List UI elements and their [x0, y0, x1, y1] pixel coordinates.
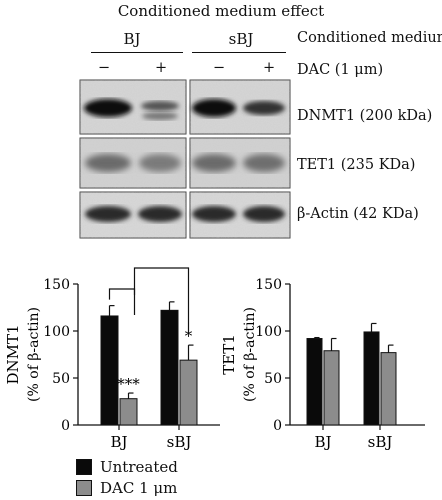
tet1-bar — [323, 350, 340, 426]
blot-label-actin: β-Actin (42 KDa) — [297, 206, 419, 222]
conditioned-medium-label: Conditioned medium — [297, 30, 442, 46]
tet1-bar — [380, 352, 397, 426]
dnmt1-ytick-label: 100 — [43, 324, 70, 340]
tet1-ytick-label: 150 — [255, 277, 282, 293]
tet1-xtick-label: sBJ — [368, 433, 393, 450]
chart-tet1: TET1 (% of β-actin) 0 50 100 150 BJ sBJ — [220, 277, 425, 450]
legend-untreated: Untreated — [76, 458, 178, 476]
tet1-bar — [306, 338, 323, 426]
dac-label: DAC (1 μm) — [297, 62, 384, 78]
dnmt1-significance: *** — [117, 375, 140, 393]
blot-actin-sbj — [189, 191, 291, 239]
dnmt1-xtick-label: BJ — [110, 433, 127, 450]
dnmt1-ytick-label: 0 — [61, 418, 70, 434]
legend-label-dac: DAC 1 μm — [100, 479, 178, 497]
legend-dac: DAC 1 μm — [76, 479, 177, 497]
dnmt1-ytick-label: 150 — [43, 277, 70, 293]
dnmt1-bar — [100, 315, 119, 426]
blot-dnmt1-bj — [79, 79, 187, 135]
tet1-xtick-label: BJ — [314, 433, 331, 450]
figure-title: Conditioned medium effect — [117, 2, 325, 20]
tet1-ytick-label: 50 — [264, 371, 282, 387]
group-label-bj: BJ — [123, 30, 141, 48]
legend-swatch-dac — [76, 480, 92, 496]
tet1-ytick-label: 100 — [255, 324, 282, 340]
group-label-sbj: sBJ — [228, 30, 254, 48]
dnmt1-bar — [119, 398, 138, 426]
dnmt1-bracket-between — [133, 267, 190, 333]
lane-sign-3: − — [213, 60, 226, 76]
dnmt1-bar — [160, 309, 179, 426]
lane-sign-2: + — [155, 60, 168, 76]
legend-label-untreated: Untreated — [100, 458, 178, 476]
blot-tet1-bj — [79, 137, 187, 189]
dnmt1-ylabel-sub: (% of β-actin) — [26, 307, 42, 402]
tet1-bar — [363, 331, 380, 426]
blot-dnmt1-sbj — [189, 79, 291, 135]
blot-tet1-sbj — [189, 137, 291, 189]
tet1-ylabel-main: TET1 — [220, 334, 238, 375]
group-underline-sbj — [192, 52, 286, 54]
western-blot-panel — [79, 79, 291, 239]
legend-swatch-untreated — [76, 459, 92, 475]
lane-sign-4: + — [263, 60, 276, 76]
blot-label-dnmt1: DNMT1 (200 kDa) — [297, 108, 433, 124]
dnmt1-significance: * — [185, 327, 193, 345]
tet1-ylabel-sub: (% of β-actin) — [242, 307, 258, 402]
blot-label-tet1: TET1 (235 KDa) — [297, 157, 416, 173]
dnmt1-bracket-within — [108, 288, 136, 315]
dnmt1-ytick-label: 50 — [52, 371, 70, 387]
blot-actin-bj — [79, 191, 187, 239]
group-underline-bj — [91, 52, 183, 54]
dnmt1-ylabel-main: DNMT1 — [4, 324, 22, 384]
tet1-ytick-label: 0 — [273, 418, 282, 434]
lane-sign-1: − — [98, 60, 111, 76]
dnmt1-bar — [179, 359, 198, 426]
dnmt1-xtick-label: sBJ — [167, 433, 192, 450]
